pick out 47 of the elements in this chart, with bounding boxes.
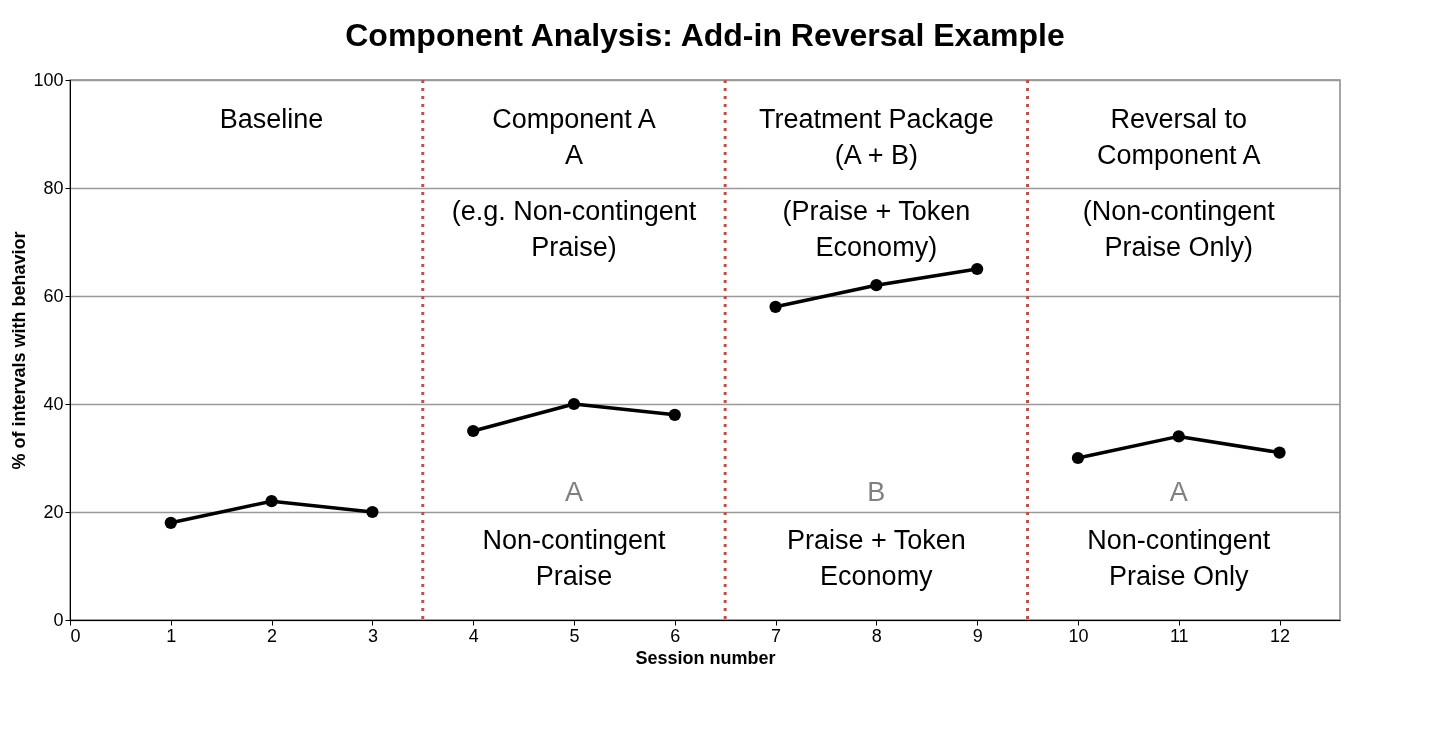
x-tick-label: 4: [468, 625, 479, 646]
point: [164, 516, 177, 529]
point: [769, 300, 782, 313]
annotation: (Praise + Token Economy): [782, 195, 971, 262]
annotation: Treatment Package (A + B): [759, 104, 994, 170]
point: [971, 262, 984, 276]
x-tick-label: 5: [569, 625, 580, 646]
x-tick-label: 1: [166, 625, 177, 646]
y-tick-label: 40: [43, 393, 64, 414]
point: [870, 279, 883, 292]
annotation: Reversal to Component A: [1096, 104, 1261, 170]
chart-title: Component Analysis: Add-in Reversal Example: [345, 17, 1065, 53]
annotation: Component A A: [492, 104, 656, 170]
point: [1273, 446, 1286, 459]
x-axis-title: Session number: [635, 647, 776, 668]
x-tick-label: 7: [771, 625, 782, 646]
point: [366, 505, 379, 519]
point: [265, 495, 278, 508]
y-tick-label: 80: [43, 177, 64, 198]
point: [668, 408, 681, 421]
annotation: Non-contingent Praise Only: [1087, 525, 1271, 592]
x-tick-label: 2: [267, 625, 278, 646]
x-tick-label: 8: [871, 625, 882, 646]
annotation: A: [1169, 476, 1188, 507]
x-tick-label: 3: [367, 625, 378, 646]
x-tick-label: 6: [670, 625, 681, 646]
y-tick-label: 100: [33, 69, 64, 90]
y-tick-label: 60: [43, 285, 64, 306]
annotation: Baseline: [219, 104, 324, 134]
annotation: B: [867, 476, 886, 507]
annotation: (Non-contingent Praise Only): [1082, 195, 1276, 262]
point: [1071, 451, 1085, 465]
y-tick-label: 20: [43, 501, 64, 522]
annotation: A: [564, 476, 583, 507]
annotation: (e.g. Non-contingent Praise): [451, 195, 697, 262]
x-tick-label: 12: [1270, 625, 1291, 646]
point: [1172, 430, 1185, 443]
y-axis-title: % of intervals with behavior: [9, 231, 30, 470]
point: [567, 397, 581, 411]
x-tick-label: 11: [1169, 625, 1189, 646]
y-tick-label: 0: [53, 609, 64, 630]
x-tick-label: 0: [70, 625, 81, 646]
annotation: Non-contingent Praise: [482, 525, 667, 592]
x-tick-label: 9: [972, 625, 983, 646]
point: [467, 424, 480, 438]
annotation: Praise + Token Economy: [786, 525, 966, 592]
x-tick-label: 10: [1068, 625, 1089, 646]
